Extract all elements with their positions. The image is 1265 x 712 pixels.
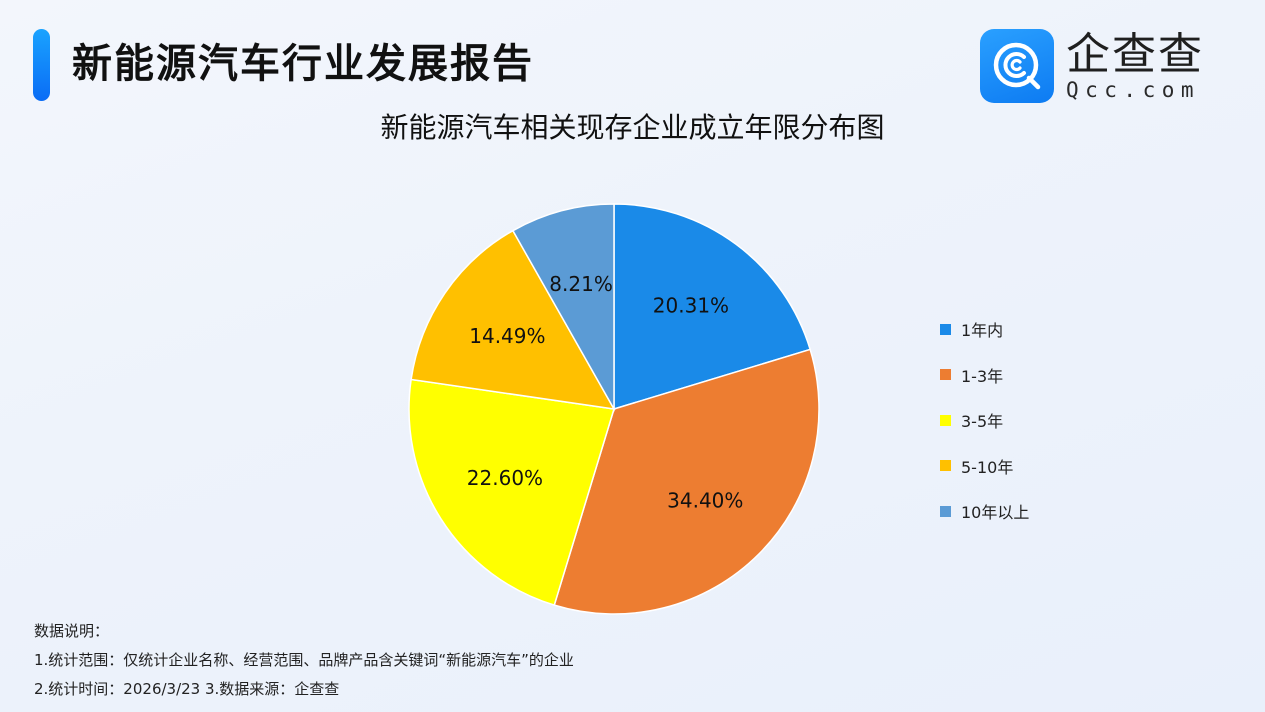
legend-item: 5-10年: [940, 455, 1029, 477]
legend-swatch-icon: [940, 460, 951, 471]
legend-item: 10年以上: [940, 500, 1029, 522]
legend-label: 1-3年: [961, 366, 1004, 386]
legend-swatch-icon: [940, 369, 951, 380]
slice-value-label: 20.31%: [653, 293, 729, 317]
chart-title-text: 新能源汽车相关现存企业成立年限分布图: [380, 111, 885, 144]
legend-label: 10年以上: [961, 503, 1030, 522]
logo-wordmark-en: Qcc.com: [1066, 78, 1201, 102]
notes-scope: 1.统计范围：仅统计企业名称、经营范围、品牌产品含关键词“新能源汽车”的企业: [34, 651, 574, 669]
chart-legend: 1年内 1-3年 3-5年 5-10年 10年以上: [940, 318, 1029, 546]
legend-swatch-icon: [940, 414, 951, 426]
pie-slice: [511, 203, 615, 412]
slice-value-label: 34.40%: [667, 488, 743, 512]
legend-swatch-icon: [940, 323, 951, 335]
slice-value-label: 22.60%: [467, 466, 543, 490]
data-notes: 数据说明： 1.统计范围：仅统计企业名称、经营范围、品牌产品含关键词“新能源汽车…: [34, 617, 574, 704]
notes-heading: 数据说明：: [34, 622, 110, 640]
notes-time-source: 2.统计时间：2026/3/23 3.数据来源：企查查: [34, 680, 340, 698]
qcc-logo: 企查查 Qcc.com: [980, 29, 1204, 103]
legend-label: 5-10年: [961, 457, 1014, 477]
legend-label: 1年内: [961, 321, 1004, 340]
pie-slice: [408, 378, 615, 607]
legend-item: 1年内: [940, 318, 1029, 340]
report-title: 新能源汽车行业发展报告: [72, 41, 534, 87]
qcc-logo-icon: [980, 29, 1054, 103]
slice-value-label: 14.49%: [469, 324, 545, 348]
pie-slice: [553, 348, 820, 615]
legend-item: 1-3年: [940, 364, 1029, 386]
pie-slice: [613, 203, 812, 411]
legend-label: 3-5年: [961, 412, 1004, 431]
logo-wordmark-cn: 企查查: [1066, 29, 1204, 80]
legend-swatch-icon: [940, 505, 951, 517]
pie-slice: [410, 229, 616, 410]
slice-value-label: 8.21%: [549, 272, 613, 296]
chart-title: 新能源汽车相关现存企业成立年限分布图: [0, 108, 1265, 148]
legend-item: 3-5年: [940, 409, 1029, 431]
title-accent-bar: [33, 29, 50, 101]
